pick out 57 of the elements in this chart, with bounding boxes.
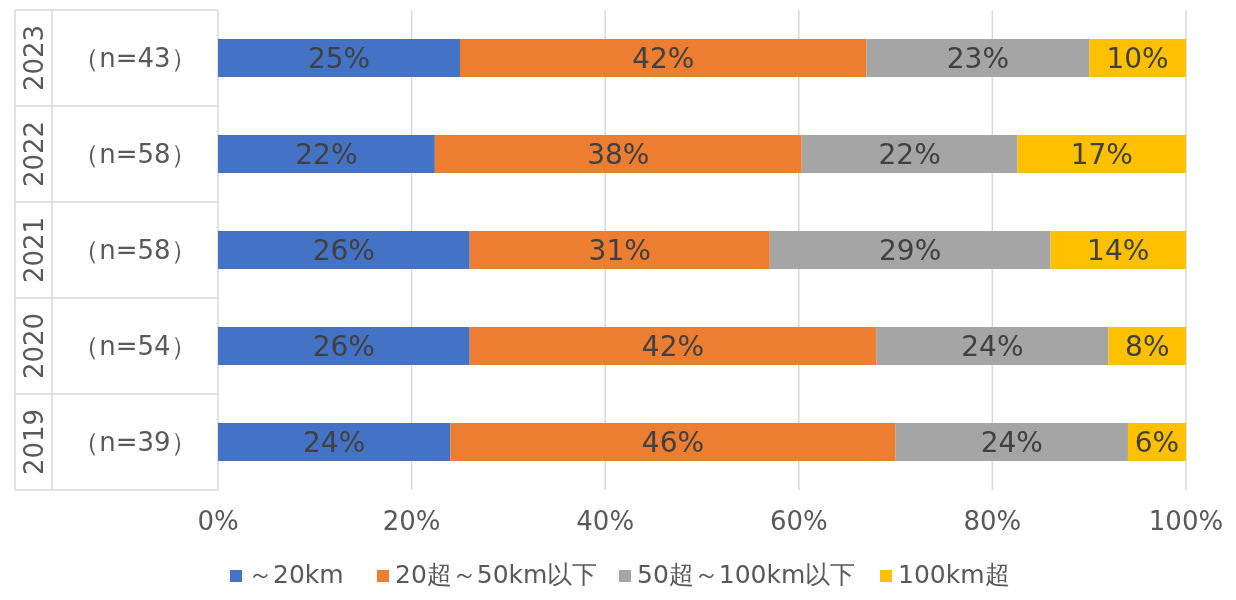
bar (1050, 231, 1186, 269)
bar (218, 327, 470, 365)
x-tick-label: 100% (1148, 506, 1224, 536)
legend-label: 20超～50km以下 (395, 560, 598, 589)
data-label: 17% (1070, 138, 1133, 171)
data-label: 24% (980, 426, 1043, 459)
data-label: 26% (312, 330, 375, 363)
bar (801, 135, 1018, 173)
x-tick-label: 40% (576, 506, 635, 536)
text: 2021 (19, 216, 49, 284)
data-label: 38% (587, 138, 650, 171)
bar (218, 39, 460, 77)
bar (450, 423, 896, 461)
data-label: 6% (1134, 426, 1180, 459)
legend-label: ～20km (248, 560, 344, 589)
text: 2020 (19, 312, 49, 380)
bar (218, 135, 435, 173)
text: 2023 (19, 24, 49, 92)
y-tick-label: （n=58） (73, 235, 197, 265)
x-tick-label: 80% (963, 506, 1022, 536)
data-label: 29% (879, 234, 942, 267)
y-tick-label: （n=58） (73, 139, 197, 169)
bar (469, 327, 877, 365)
data-label: 10% (1106, 42, 1169, 75)
bar (866, 39, 1090, 77)
data-label: 42% (641, 330, 705, 363)
data-label: 42% (632, 42, 695, 75)
legend-label: 100km超 (898, 560, 1010, 589)
bar (218, 423, 451, 461)
data-label: 26% (312, 234, 375, 267)
bar (218, 231, 470, 269)
data-label: 8% (1125, 330, 1170, 363)
data-label: 46% (641, 426, 705, 459)
data-label: 22% (878, 138, 941, 171)
bar (876, 327, 1109, 365)
text: 2019 (19, 408, 49, 476)
bar (895, 423, 1128, 461)
bar (769, 231, 1051, 269)
data-label: 14% (1087, 234, 1150, 267)
data-label: 24% (961, 330, 1024, 363)
data-label: 22% (295, 138, 358, 171)
data-label: 25% (307, 42, 371, 75)
bar (460, 39, 867, 77)
x-tick-label: 20% (382, 506, 441, 536)
bar (434, 135, 802, 173)
y-tick-label: （n=39） (73, 427, 197, 457)
data-label: 23% (946, 42, 1009, 75)
bar (1017, 135, 1186, 173)
x-tick-label: 60% (769, 506, 828, 536)
y-tick-label: （n=54） (73, 331, 197, 361)
text: 2022 (19, 120, 49, 188)
data-label: 24% (303, 426, 366, 459)
data-label: 31% (588, 234, 651, 267)
bar (469, 231, 770, 269)
x-tick-label: 0% (197, 506, 239, 536)
y-tick-label: （n=43） (73, 43, 197, 73)
legend-label: 50超～100km以下 (637, 560, 856, 589)
